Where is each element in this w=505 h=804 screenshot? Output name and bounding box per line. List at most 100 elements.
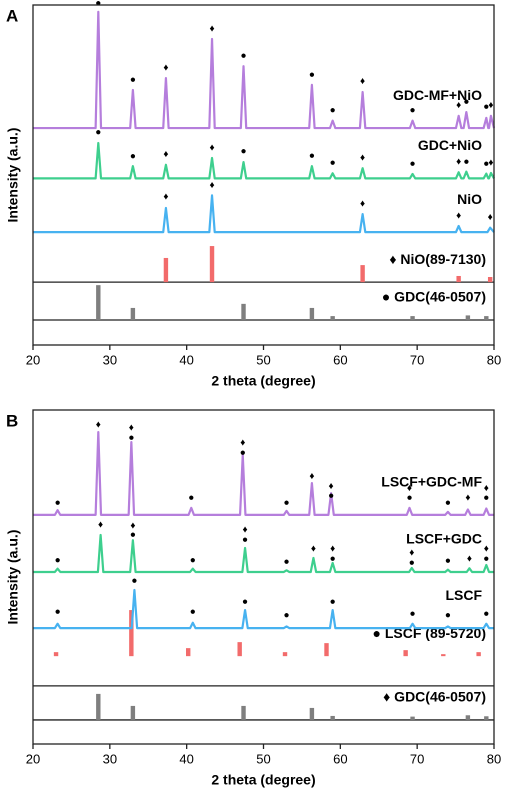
peak-marker: ♦ (484, 483, 489, 494)
series-label: LSCF (445, 587, 482, 603)
peak-marker: ● (240, 146, 246, 157)
peak-marker: ● (284, 497, 290, 508)
pattern-line (33, 533, 494, 574)
x-tick-label: 70 (410, 751, 424, 766)
peak-marker: ♦ (465, 492, 470, 503)
reference-stick (129, 610, 134, 657)
reference-stick (237, 642, 242, 657)
peak-marker: ● (410, 608, 416, 619)
reference-stick (209, 246, 215, 283)
x-axis-label: 2 theta (degree) (211, 772, 315, 788)
peak-marker: ● (309, 69, 315, 80)
peak-marker: ● (284, 610, 290, 621)
reference-stick (456, 275, 461, 283)
peak-marker: ● (55, 555, 61, 566)
peak-marker: ● (242, 535, 248, 546)
reference-stick (309, 307, 315, 321)
panel-label: B (6, 411, 18, 430)
reference-label: ● GDC(46-0507) (382, 289, 486, 305)
reference-stick (324, 643, 329, 657)
peak-marker: ● (309, 150, 315, 161)
series-label: NiO (457, 191, 482, 207)
peak-marker: ♦ (98, 520, 103, 531)
peak-marker: ♦ (360, 153, 365, 164)
peak-marker: ● (190, 607, 196, 618)
reference-stick (403, 650, 408, 657)
peak-marker: ● (330, 105, 336, 116)
pattern-line (33, 430, 494, 516)
reference-stick (360, 265, 365, 283)
peak-marker: ● (463, 157, 469, 168)
peak-marker: ● (445, 556, 451, 567)
peak-marker: ♦ (209, 142, 214, 153)
reference-stick (130, 705, 136, 720)
pattern-line (33, 588, 494, 630)
pattern-line (33, 141, 495, 180)
x-tick-label: 80 (487, 751, 501, 766)
peak-marker: ♦ (456, 210, 461, 221)
peak-marker: ♦ (163, 192, 168, 203)
peak-marker: ● (130, 530, 136, 541)
y-axis-label: Intensity (a.u.) (5, 128, 21, 223)
x-tick-label: 40 (179, 751, 193, 766)
peak-marker: ♦ (330, 544, 335, 555)
peak-marker: ♦ (488, 157, 493, 168)
reference-stick (476, 652, 481, 657)
pattern-line (33, 194, 495, 234)
reference-stick (410, 716, 415, 720)
series-label: GDC+NiO (418, 137, 482, 153)
x-axis-label: 2 theta (degree) (211, 373, 315, 389)
pattern-line (33, 10, 496, 130)
peak-marker: ● (330, 158, 336, 169)
peak-marker: ♦ (209, 23, 214, 34)
series-label: GDC-MF+NiO (393, 87, 482, 103)
peak-marker: ● (128, 433, 134, 444)
x-tick-label: 80 (487, 352, 501, 367)
peak-marker: ● (240, 448, 246, 459)
peak-marker: ♦ (484, 544, 489, 555)
panel-label: A (6, 6, 18, 25)
peak-marker: ● (409, 558, 415, 569)
reference-stick (163, 257, 169, 283)
peak-marker: ● (410, 105, 416, 116)
reference-label: ♦ GDC(46-0507) (383, 689, 486, 705)
peak-marker: ♦ (360, 76, 365, 87)
peak-marker: ● (284, 557, 290, 568)
reference-stick (96, 285, 101, 321)
x-tick-label: 50 (256, 751, 270, 766)
peak-marker: ♦ (329, 481, 334, 492)
peak-marker: ♦ (456, 157, 461, 168)
peak-marker: ● (463, 97, 469, 108)
peak-marker: ● (445, 610, 451, 621)
x-tick-label: 20 (26, 352, 40, 367)
x-tick-label: 50 (256, 352, 270, 367)
peak-marker: ● (130, 151, 136, 162)
reference-stick (465, 315, 471, 321)
reference-stick (309, 707, 315, 720)
peak-marker: ♦ (96, 420, 101, 431)
peak-marker: ● (131, 576, 137, 587)
peak-marker: ● (130, 74, 136, 85)
reference-stick (484, 716, 489, 720)
reference-stick (487, 277, 493, 283)
reference-stick (53, 652, 59, 657)
peak-marker: ● (330, 554, 336, 565)
x-tick-label: 60 (333, 751, 347, 766)
peak-marker: ● (406, 492, 412, 503)
peak-marker: ● (55, 497, 61, 508)
reference-stick (241, 303, 246, 321)
peak-marker: ● (483, 158, 489, 169)
peak-marker: ♦ (311, 544, 316, 555)
peak-marker: ● (328, 490, 334, 501)
peak-marker: ● (483, 554, 489, 565)
reference-stick (96, 693, 101, 720)
peak-marker: ● (190, 555, 196, 566)
peak-marker: ● (55, 607, 61, 618)
peak-marker: ♦ (488, 212, 493, 223)
peak-marker: ♦ (309, 471, 314, 482)
peak-marker: ♦ (163, 63, 168, 74)
peak-marker: ♦ (407, 483, 412, 494)
reference-stick (241, 705, 246, 720)
peak-marker: ♦ (360, 199, 365, 210)
y-axis-label: Intensity (a.u.) (5, 530, 21, 625)
